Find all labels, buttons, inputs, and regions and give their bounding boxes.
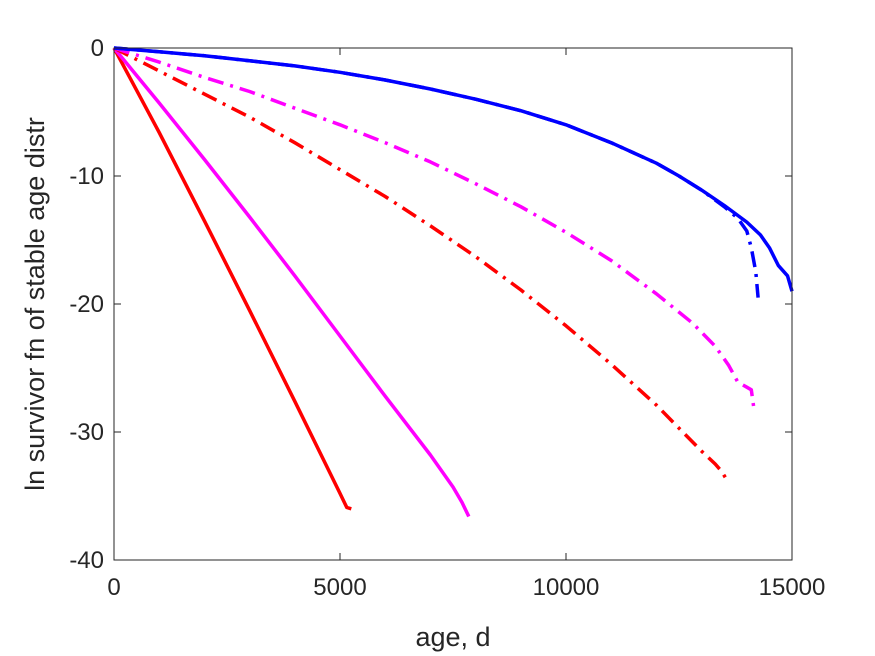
x-tick-label: 0: [107, 574, 120, 601]
series-layer: [112, 46, 794, 518]
y-tick-label: -10: [69, 163, 104, 190]
x-axis-label: age, d: [415, 622, 490, 652]
x-tick-label: 10000: [533, 574, 600, 601]
tick-layer: 0 5000 10000 15000 0 -10 -20 -30 -40: [69, 35, 825, 601]
plot-frame: [113, 47, 793, 561]
series-line-3: [113, 46, 729, 481]
y-tick-label: -40: [69, 547, 104, 574]
series-line-1: [112, 47, 352, 511]
series-line-5: [113, 46, 760, 298]
x-tick-label: 15000: [759, 574, 826, 601]
series-line-2: [112, 46, 471, 518]
y-axis-label: ln survivor fn of stable age distr: [20, 117, 50, 491]
y-tick-label: 0: [91, 35, 104, 62]
x-tick-label: 5000: [313, 574, 366, 601]
series-line-4: [113, 46, 756, 407]
y-tick-label: -20: [69, 291, 104, 318]
y-tick-label: -30: [69, 419, 104, 446]
series-line-6: [113, 46, 794, 292]
